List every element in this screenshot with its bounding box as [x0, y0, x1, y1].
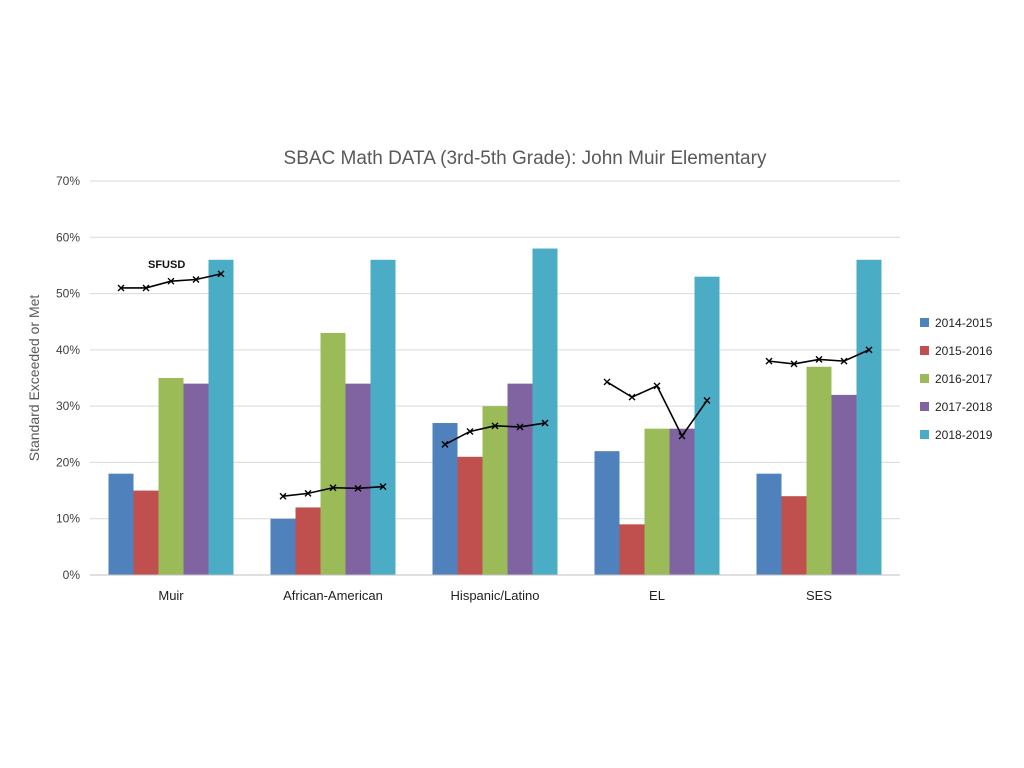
overlay-marker — [628, 393, 636, 401]
overlay-marker — [603, 378, 611, 386]
overlay-marker — [703, 397, 711, 405]
legend-swatch — [920, 402, 929, 411]
bar — [183, 383, 209, 575]
overlay-marker — [142, 284, 150, 292]
x-category-label: Hispanic/Latino — [451, 588, 540, 603]
bar — [694, 276, 720, 575]
bar — [644, 428, 670, 575]
overlay-marker — [167, 277, 175, 285]
legend: 2014-2015 2015-2016 2016-2017 2017-2018 2018… — [920, 316, 993, 442]
y-tick-label: 40% — [56, 343, 80, 357]
bar — [594, 451, 620, 575]
chart-title: SBAC Math DATA (3rd-5th Grade): John Mui… — [284, 148, 767, 169]
bar — [295, 507, 321, 575]
overlay-marker — [354, 484, 362, 492]
overlay-line — [606, 381, 708, 438]
overlay-marker — [765, 357, 773, 365]
overlay-line — [768, 349, 870, 365]
legend-label: 2014-2015 — [935, 316, 993, 330]
y-tick-label: 60% — [56, 230, 80, 244]
y-tick-label: 50% — [56, 287, 80, 301]
overlay-marker — [329, 484, 337, 492]
bar — [532, 248, 558, 576]
overlay-marker — [815, 355, 823, 363]
overlay-marker — [491, 422, 499, 430]
bar — [133, 490, 159, 575]
overlay-marker — [192, 276, 200, 283]
legend-label: 2015-2016 — [935, 344, 993, 358]
overlay-marker — [541, 419, 549, 427]
y-tick-label: 10% — [56, 512, 80, 526]
bar — [619, 524, 645, 575]
overlay-marker — [379, 483, 387, 491]
bar — [756, 473, 782, 575]
legend-label: 2018-2019 — [935, 428, 993, 442]
bar — [856, 259, 882, 575]
overlay-marker — [516, 423, 524, 431]
legend-label: 2016-2017 — [935, 372, 993, 386]
bar — [831, 394, 857, 575]
overlay-marker — [117, 284, 125, 292]
overlay-marker — [304, 489, 312, 497]
overlay-marker — [840, 357, 848, 365]
overlay-marker — [466, 427, 474, 435]
bar — [669, 428, 695, 575]
y-axis-label: Standard Exceeded or Met — [26, 295, 42, 462]
bar — [320, 332, 346, 575]
bar — [370, 259, 396, 575]
legend-swatch — [920, 318, 929, 327]
overlay-marker — [865, 346, 873, 354]
legend-label: 2017-2018 — [935, 400, 993, 414]
bars — [108, 248, 882, 576]
x-category-label: EL — [649, 588, 665, 603]
y-tick-label: 70% — [56, 174, 80, 188]
bar — [158, 378, 184, 575]
bar — [345, 383, 371, 575]
overlay-marker — [678, 432, 686, 440]
y-tick-label: 30% — [56, 399, 80, 413]
bar — [806, 366, 832, 575]
x-category-label: African-American — [283, 588, 383, 603]
bar — [781, 496, 807, 575]
y-axis-ticks: 0% 10% 20% 30% 40% 50% 60% 70% — [56, 174, 80, 582]
bar — [457, 456, 483, 575]
bar — [270, 518, 296, 575]
overlay-marker — [217, 270, 225, 278]
bar — [108, 473, 134, 575]
x-category-label: SES — [806, 588, 832, 603]
x-axis-categories: Muir African-American Hispanic/Latino EL SES — [158, 588, 832, 603]
overlay-lines — [117, 270, 873, 500]
overlay-marker — [441, 440, 449, 448]
bar — [208, 259, 234, 575]
x-category-label: Muir — [158, 588, 184, 603]
y-tick-label: 0% — [63, 568, 81, 582]
overlay-marker — [279, 492, 287, 500]
legend-swatch — [920, 346, 929, 355]
legend-swatch — [920, 374, 929, 383]
bar — [507, 383, 533, 575]
bar — [432, 423, 458, 575]
overlay-marker — [790, 360, 798, 368]
legend-swatch — [920, 430, 929, 439]
y-tick-label: 20% — [56, 455, 80, 469]
annotation-sfusd: SFUSD — [148, 259, 185, 271]
bar — [482, 406, 508, 575]
overlay-marker — [653, 382, 661, 390]
